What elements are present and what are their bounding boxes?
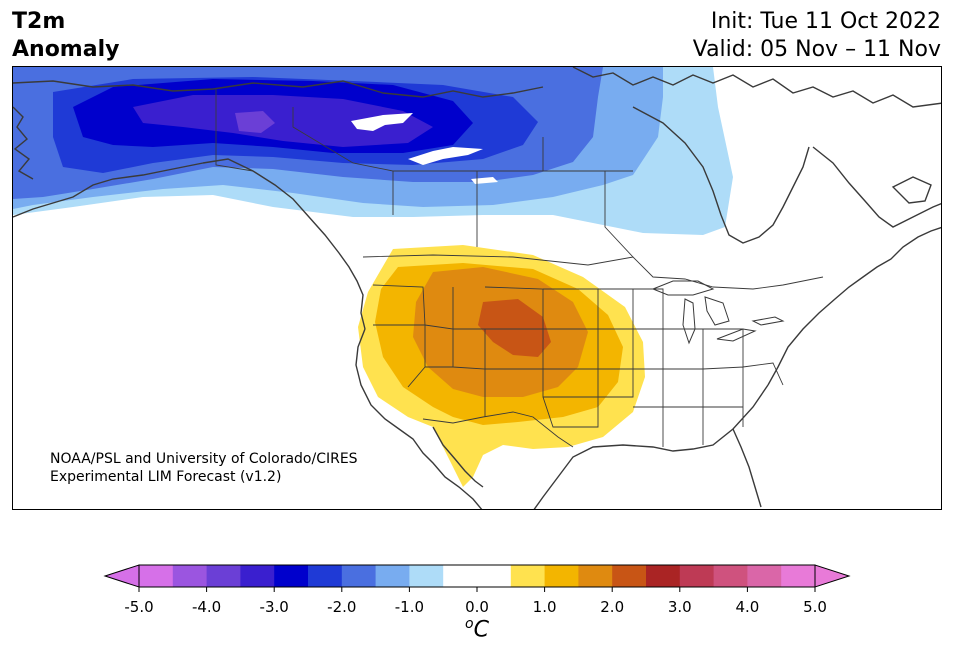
title-left: T2m Anomaly <box>12 8 119 64</box>
colorbar-swatch <box>409 565 444 587</box>
colorbar-swatch <box>443 565 478 587</box>
colorbar-tick-label: -5.0 <box>124 598 154 616</box>
colorbar-swatch <box>646 565 681 587</box>
colorbar-swatch <box>578 565 613 587</box>
border-states-west <box>372 284 486 417</box>
border-states-east <box>633 288 784 447</box>
lake-ontario <box>751 316 785 326</box>
coast-alaska-west <box>13 106 34 180</box>
coast-florida <box>732 428 762 508</box>
coast-baja <box>432 426 484 488</box>
border-canada-provinces <box>292 107 634 258</box>
coast-alaska-north <box>13 80 544 98</box>
credit-line-2: Experimental LIM Forecast (v1.2) <box>50 469 282 485</box>
colorbar-swatch <box>713 565 748 587</box>
lake-superior <box>651 280 715 296</box>
coast-newfoundland <box>891 176 932 204</box>
colorbar-tick-label: 5.0 <box>803 598 827 616</box>
colorbar-swatch <box>240 565 275 587</box>
lake-great-bear <box>351 113 413 131</box>
colorbar-swatch <box>206 565 241 587</box>
valid-range: Valid: 05 Nov – 11 Nov <box>692 37 941 62</box>
great-lakes <box>651 280 785 345</box>
lake-great-slave <box>408 147 483 165</box>
colorbar-extend-low <box>103 564 140 588</box>
colorbar-tick-label: -2.0 <box>327 598 357 616</box>
colorbar-swatch <box>612 565 647 587</box>
coast-atlantic <box>767 226 941 386</box>
colorbar-swatch <box>679 565 715 587</box>
colorbar-tick-label: -4.0 <box>191 598 222 616</box>
colorbar-tick-label: 2.0 <box>600 598 625 616</box>
title-right: Init: Tue 11 Oct 2022 Valid: 05 Nov – 11… <box>693 8 941 64</box>
coast-pacific-us <box>355 328 483 509</box>
border-alaska-canada <box>215 89 254 172</box>
lake-athabasca <box>471 177 498 184</box>
colorbar-ticks <box>138 587 816 592</box>
colorbar-swatch <box>510 565 546 587</box>
unit-degree: o <box>465 616 474 632</box>
lake-michigan <box>682 298 696 345</box>
anomaly-map <box>13 67 941 509</box>
colorbar-swatch <box>139 565 174 587</box>
contour-neg-3-5 <box>235 111 275 133</box>
lake-huron <box>704 296 730 326</box>
coast-labrador <box>812 146 941 228</box>
variable-line-1: T2m <box>12 9 66 34</box>
contour-neg-3-0 <box>133 95 433 147</box>
border-us-mexico <box>422 411 574 448</box>
colorbar-swatch <box>172 565 208 587</box>
colorbar-swatch <box>747 565 782 587</box>
cold-anomaly-shading <box>13 67 733 235</box>
colorbar-tick-label: 4.0 <box>735 598 760 616</box>
warm-anomaly-shading <box>358 245 645 487</box>
map-frame: NOAA/PSL and University of Colorado/CIRE… <box>12 66 942 510</box>
contour-pos-2-0 <box>478 299 551 357</box>
colorbar-tick-label: 0.0 <box>465 598 489 616</box>
colorbar-swatch <box>477 565 512 587</box>
colorbar-tick-label: -3.0 <box>259 598 289 616</box>
colorbar-extend-high <box>814 564 851 588</box>
colorbar-tick-label: 3.0 <box>667 598 692 616</box>
forecast-credit: NOAA/PSL and University of Colorado/CIRE… <box>50 450 358 486</box>
border-us-canada <box>362 254 824 290</box>
coast-aleutians <box>13 162 204 218</box>
coast-arctic-islands <box>572 67 941 108</box>
credit-line-1: NOAA/PSL and University of Colorado/CIRE… <box>50 451 358 467</box>
colorbar-swatch <box>274 565 309 587</box>
colorbar-swatch <box>341 565 377 587</box>
colorbar-tick-label: 1.0 <box>532 598 557 616</box>
colorbar-swatch <box>308 565 343 587</box>
unit-label: oC <box>465 616 489 642</box>
lake-erie <box>716 328 757 342</box>
unit-letter: C <box>473 617 489 643</box>
colorbar-swatch <box>781 565 816 587</box>
init-date: Init: Tue 11 Oct 2022 <box>710 9 941 34</box>
political-boundaries <box>215 89 824 448</box>
colorbar-swatch <box>544 565 579 587</box>
variable-line-2: Anomaly <box>12 37 120 62</box>
coast-hudson-bay <box>632 106 810 244</box>
colorbar-tick-label: -1.0 <box>394 598 425 616</box>
colorbar-swatch <box>375 565 410 587</box>
colorbar-swatches <box>103 564 851 588</box>
